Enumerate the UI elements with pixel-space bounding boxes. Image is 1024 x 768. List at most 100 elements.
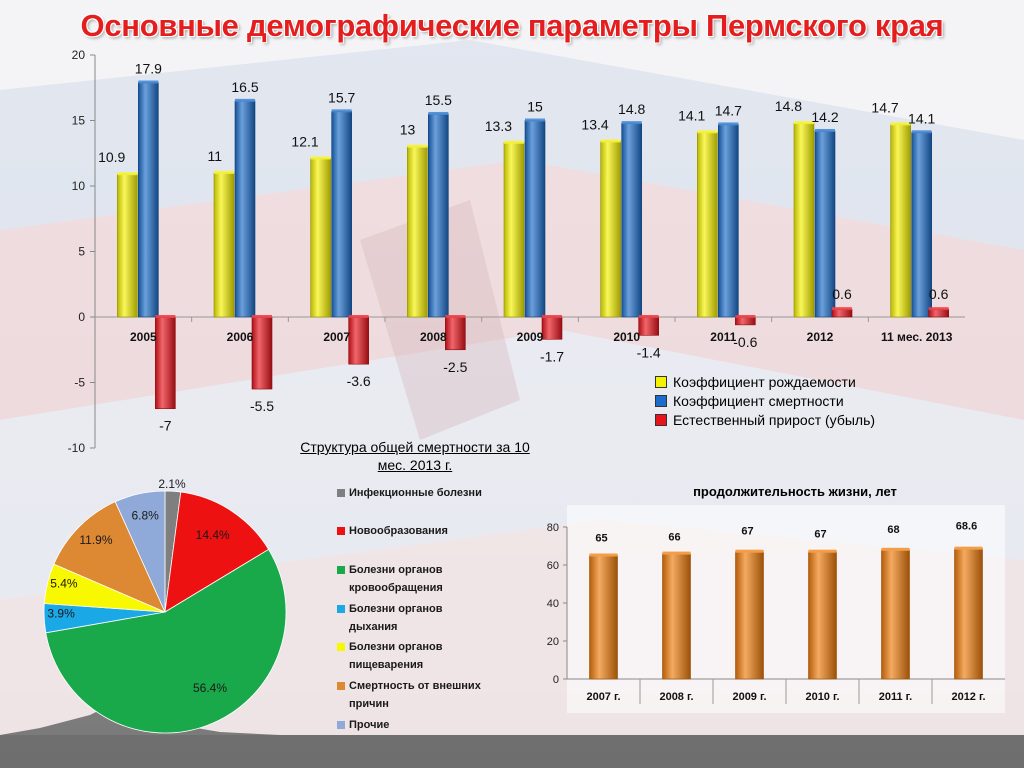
pie-legend-swatch: [337, 682, 345, 690]
life-y-tick-label: 40: [547, 598, 559, 610]
y-tick-label: -5: [74, 376, 85, 390]
y-tick-label: 0: [78, 310, 85, 324]
life-chart-panel: [567, 505, 1005, 713]
bar-top-highlight: [252, 315, 272, 318]
pie-legend-item-respiratory: Болезни органов дыхания: [337, 600, 477, 636]
life-y-tick-label: 20: [547, 636, 559, 648]
x-tick-label: 2011: [710, 330, 736, 344]
data-label: 14.8: [775, 98, 802, 114]
legend-swatch-natural-growth: [655, 413, 667, 426]
legend-label-death-rate: Коэффициент смертности: [673, 392, 844, 409]
page-title: Основные демографические параметры Пермс…: [80, 8, 944, 43]
bar-top-highlight: [331, 109, 352, 113]
data-label: -7: [159, 418, 172, 434]
data-label: 13.4: [581, 116, 608, 132]
bar-top-highlight: [638, 315, 659, 318]
main-chart-legend: Коэффициент рождаемости Коэффициент смер…: [655, 372, 875, 429]
data-label: 11: [207, 148, 222, 164]
bar-top-highlight: [832, 307, 852, 311]
data-label: 10.9: [98, 149, 125, 165]
legend-item-birth-rate: Коэффициент рождаемости: [655, 372, 875, 391]
legend-item-natural-growth: Естественный прирост (убыль): [655, 410, 875, 429]
life-y-tick-label: 80: [547, 522, 559, 534]
pie-legend-label: Новообразования: [349, 525, 448, 537]
bar-top-highlight: [542, 315, 562, 318]
data-label: 15.5: [425, 92, 452, 108]
pie-legend-swatch: [337, 605, 345, 613]
pie-value-label: 14.4%: [196, 528, 230, 542]
pie-legend-swatch: [337, 643, 345, 651]
life-data-label: 67: [814, 529, 826, 541]
pie-value-label: 2.1%: [158, 477, 186, 491]
pie-value-label: 5.4%: [50, 576, 78, 590]
pie-legend-swatch: [337, 527, 345, 535]
life-bar-1: [662, 553, 691, 680]
data-label: 13.3: [485, 118, 512, 134]
life-x-tick-label: 2009 г.: [732, 691, 766, 703]
bar-top-highlight: [525, 118, 545, 122]
x-tick-label: 2005: [130, 330, 157, 344]
pie-value-label: 3.9%: [47, 606, 75, 620]
life-bar-top: [954, 546, 983, 550]
bar-top-highlight: [911, 130, 932, 134]
x-tick-label: 2012: [807, 330, 834, 344]
legend-swatch-birth-rate: [655, 375, 667, 388]
bar-top-highlight: [928, 307, 949, 311]
bar-top-highlight: [445, 315, 466, 318]
data-label: 0.6: [929, 286, 949, 302]
data-label: 14.7: [715, 102, 742, 118]
pie-legend-item-infectious: Инфекционные болезни: [337, 484, 482, 502]
bar-top-highlight: [794, 121, 814, 125]
data-label: -2.5: [443, 359, 467, 375]
pie-legend-swatch: [337, 489, 345, 497]
life-data-label: 68.6: [956, 521, 977, 533]
life-bar-2: [735, 551, 764, 680]
bar-top-highlight: [815, 128, 835, 132]
bar-top-highlight: [890, 122, 911, 126]
pie-legend-item-neoplasms: Новообразования: [337, 522, 448, 540]
data-label: 16.5: [231, 79, 258, 95]
data-label: -1.7: [540, 348, 564, 364]
pie-legend-label: Болезни органов дыхания: [349, 603, 443, 633]
y-tick-label: -10: [68, 441, 86, 455]
data-label: 14.1: [908, 110, 935, 126]
life-bar-0: [589, 555, 618, 680]
pie-legend-label: Болезни органов кровообращения: [349, 564, 443, 594]
legend-swatch-death-rate: [655, 394, 667, 407]
bar-top-highlight: [214, 170, 234, 174]
pie-value-label: 6.8%: [131, 509, 159, 523]
life-bar-3: [808, 551, 837, 680]
bar-top-highlight: [718, 122, 739, 126]
x-tick-label: 2008: [420, 330, 447, 344]
life-x-tick-label: 2012 г.: [951, 691, 985, 703]
life-data-label: 66: [668, 532, 680, 544]
pie-legend-label: Болезни органов пищеварения: [349, 641, 443, 671]
pie-value-label: 56.4%: [193, 681, 227, 695]
life-bar-top: [735, 549, 764, 553]
bar-top-highlight: [697, 130, 718, 134]
data-label: -3.6: [347, 373, 371, 389]
pie-slice-5: [53, 501, 166, 613]
x-tick-label: 2010: [613, 330, 640, 344]
pie-legend-item-digestive: Болезни органов пищеварения: [337, 638, 477, 674]
life-bar-4: [881, 549, 910, 680]
life-y-tick-label: 0: [553, 674, 559, 686]
pie-slice-6: [114, 490, 166, 613]
pie-legend-item-other: Прочие: [337, 716, 389, 734]
pie-value-label: 11.9%: [79, 533, 112, 547]
pie-slice-2: [45, 548, 287, 734]
life-bar-top: [808, 549, 837, 553]
pie-legend-item-external: Смертность от внешних причин: [337, 677, 512, 713]
data-label: 14.8: [618, 101, 645, 117]
life-bar-top: [662, 551, 691, 555]
data-label: -5.5: [250, 398, 274, 414]
life-expectancy-title: продолжительность жизни, лет: [693, 484, 897, 499]
bar-top-highlight: [117, 172, 138, 176]
bar-top-highlight: [621, 121, 642, 125]
pie-legend-label: Прочие: [349, 719, 390, 731]
life-bar-top: [589, 553, 618, 557]
data-label: 14.7: [871, 99, 898, 115]
data-label: 15: [527, 99, 543, 115]
y-tick-label: 10: [72, 179, 86, 193]
